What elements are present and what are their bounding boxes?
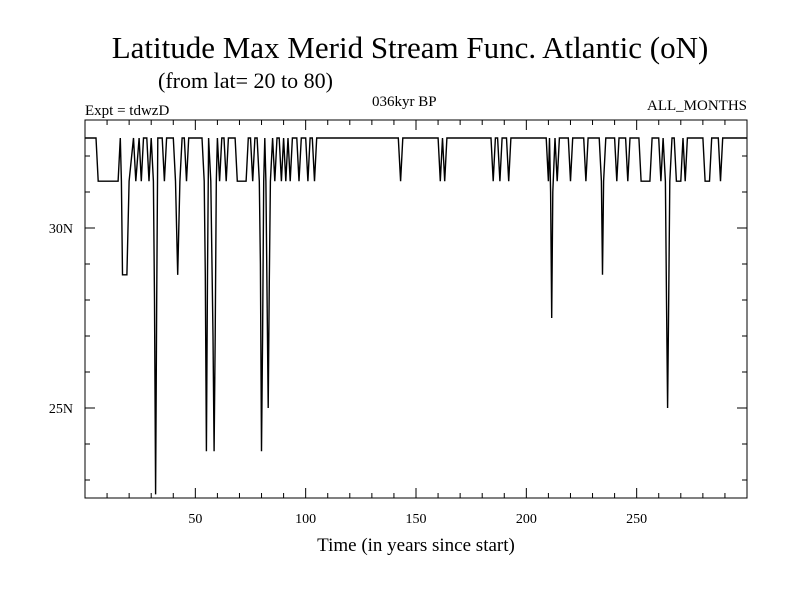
chart-title: Latitude Max Merid Stream Func. Atlantic… xyxy=(112,30,709,65)
x-axis-label: Time (in years since start) xyxy=(317,535,515,556)
chart-subtitle: (from lat= 20 to 80) xyxy=(158,68,333,93)
period-label: 036kyr BP xyxy=(372,94,437,110)
x-tick-label: 200 xyxy=(516,512,537,527)
x-tick-label: 50 xyxy=(188,512,202,527)
plot-frame xyxy=(84,119,748,499)
months-label: ALL_MONTHS xyxy=(647,98,747,114)
y-tick-label: 25N xyxy=(49,402,73,417)
x-tick-label: 250 xyxy=(626,512,647,527)
x-tick-label: 150 xyxy=(406,512,427,527)
tick-marks xyxy=(85,119,747,498)
series-line xyxy=(85,137,747,495)
x-tick-label: 100 xyxy=(295,512,316,527)
experiment-label: Expt = tdwzD xyxy=(85,103,169,119)
tick-labels: 50 100 150 200 250 25N 30N xyxy=(49,222,647,527)
y-tick-label: 30N xyxy=(49,222,73,237)
